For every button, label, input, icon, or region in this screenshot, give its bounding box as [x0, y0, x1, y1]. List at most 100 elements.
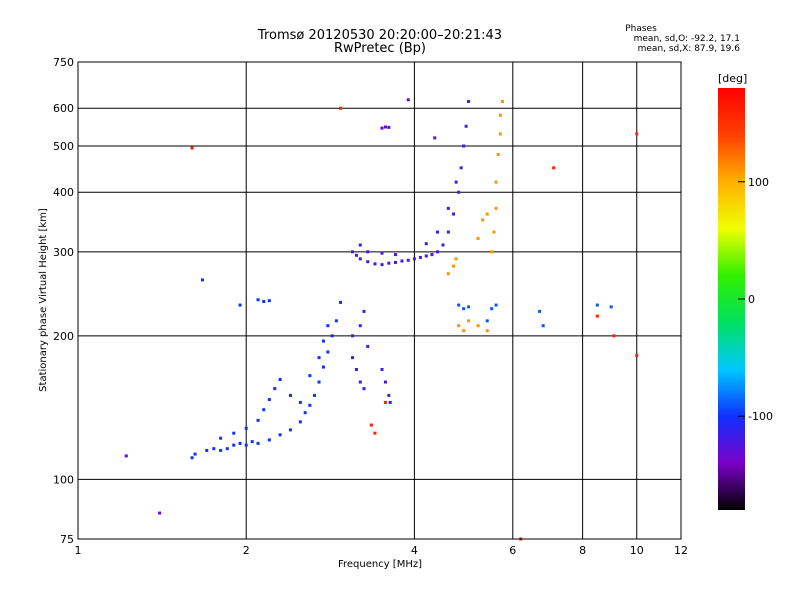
data-point [193, 452, 197, 456]
data-point [496, 152, 500, 156]
data-point [373, 262, 377, 266]
data-point [326, 324, 330, 328]
data-point [288, 428, 292, 432]
data-point [476, 324, 480, 328]
data-point [446, 206, 450, 210]
data-point [490, 307, 494, 311]
y-tick-label: 300 [53, 246, 74, 259]
data-point [595, 314, 599, 318]
data-point [406, 98, 410, 102]
y-tick-label: 100 [53, 473, 74, 486]
x-tick-label: 1 [75, 544, 82, 557]
data-point [158, 511, 162, 515]
data-point [467, 99, 471, 103]
y-tick-label: 600 [53, 102, 74, 115]
data-point [351, 356, 355, 360]
data-point [452, 212, 456, 216]
data-point [383, 400, 387, 404]
data-point [219, 448, 223, 452]
data-point [485, 319, 489, 323]
y-tick-label: 750 [53, 56, 74, 69]
data-point [430, 253, 434, 257]
data-point [387, 261, 391, 265]
data-point [418, 255, 422, 259]
data-point [238, 303, 242, 307]
data-point [330, 334, 334, 338]
data-point [383, 125, 387, 129]
data-point [256, 298, 260, 302]
data-point [380, 126, 384, 130]
chart-title: Tromsø 20120530 20:20:00–20:21:43 [257, 28, 503, 43]
data-point [256, 418, 260, 422]
data-point [380, 263, 384, 267]
data-point [454, 180, 458, 184]
data-point [256, 441, 260, 445]
data-point [406, 258, 410, 262]
data-point [492, 230, 496, 234]
data-point [467, 319, 471, 323]
data-point [387, 393, 391, 397]
data-point [400, 259, 404, 263]
data-point [446, 272, 450, 276]
data-point [388, 400, 392, 404]
phases-x-stats: mean, sd,X: 87.9, 19.6 [637, 44, 740, 54]
data-point [321, 365, 325, 369]
data-point [609, 305, 613, 309]
data-point [373, 431, 377, 435]
data-point [298, 420, 302, 424]
colorbar-tick-label: -100 [748, 410, 773, 423]
data-point [462, 307, 466, 311]
data-point [267, 299, 271, 303]
y-tick-label: 400 [53, 186, 74, 199]
data-point [635, 353, 639, 357]
data-point [232, 431, 236, 435]
grid-lines [77, 61, 682, 540]
y-tick-labels: 75 100 200 300 400 500 600 750 [53, 56, 74, 546]
data-point [267, 398, 271, 402]
data-point [635, 132, 639, 136]
data-point [462, 329, 466, 333]
y-tick-label: 500 [53, 140, 74, 153]
x-tick-label: 10 [630, 544, 644, 557]
data-point [612, 334, 616, 338]
data-point [351, 334, 355, 338]
phases-heading: Phases [625, 24, 657, 34]
data-point [433, 136, 437, 140]
data-point [298, 400, 302, 404]
data-point [250, 440, 254, 444]
data-point [317, 380, 321, 384]
x-tick-label: 6 [509, 544, 516, 557]
data-point [457, 190, 461, 194]
x-tick-label: 4 [411, 544, 418, 557]
data-point [358, 257, 362, 261]
data-point [358, 324, 362, 328]
x-tick-labels: 1 2 4 6 8 10 12 [75, 544, 689, 557]
data-point [358, 380, 362, 384]
data-point [441, 243, 445, 247]
data-point [205, 448, 209, 452]
phases-o-stats: mean, sd,O: -92.2, 17.1 [633, 34, 740, 44]
data-point [232, 443, 236, 447]
data-point [225, 447, 229, 451]
data-point [308, 403, 312, 407]
data-point [498, 113, 502, 117]
data-point [541, 324, 545, 328]
data-point [481, 218, 485, 222]
data-point [354, 253, 358, 257]
data-point [424, 254, 428, 258]
data-point [351, 250, 355, 254]
data-point [366, 260, 370, 264]
data-point [467, 305, 471, 309]
data-point [219, 436, 223, 440]
chart-subtitle: RwPretec (Bp) [333, 41, 427, 56]
data-point [485, 212, 489, 216]
data-point [321, 339, 325, 343]
x-axis-label: Frequency [MHz] [338, 559, 422, 570]
data-point [393, 260, 397, 264]
data-point [412, 257, 416, 261]
data-point [262, 408, 266, 412]
data-point [273, 387, 277, 391]
data-point [457, 324, 461, 328]
x-tick-label: 12 [674, 544, 688, 557]
x-tick-label: 8 [579, 544, 586, 557]
